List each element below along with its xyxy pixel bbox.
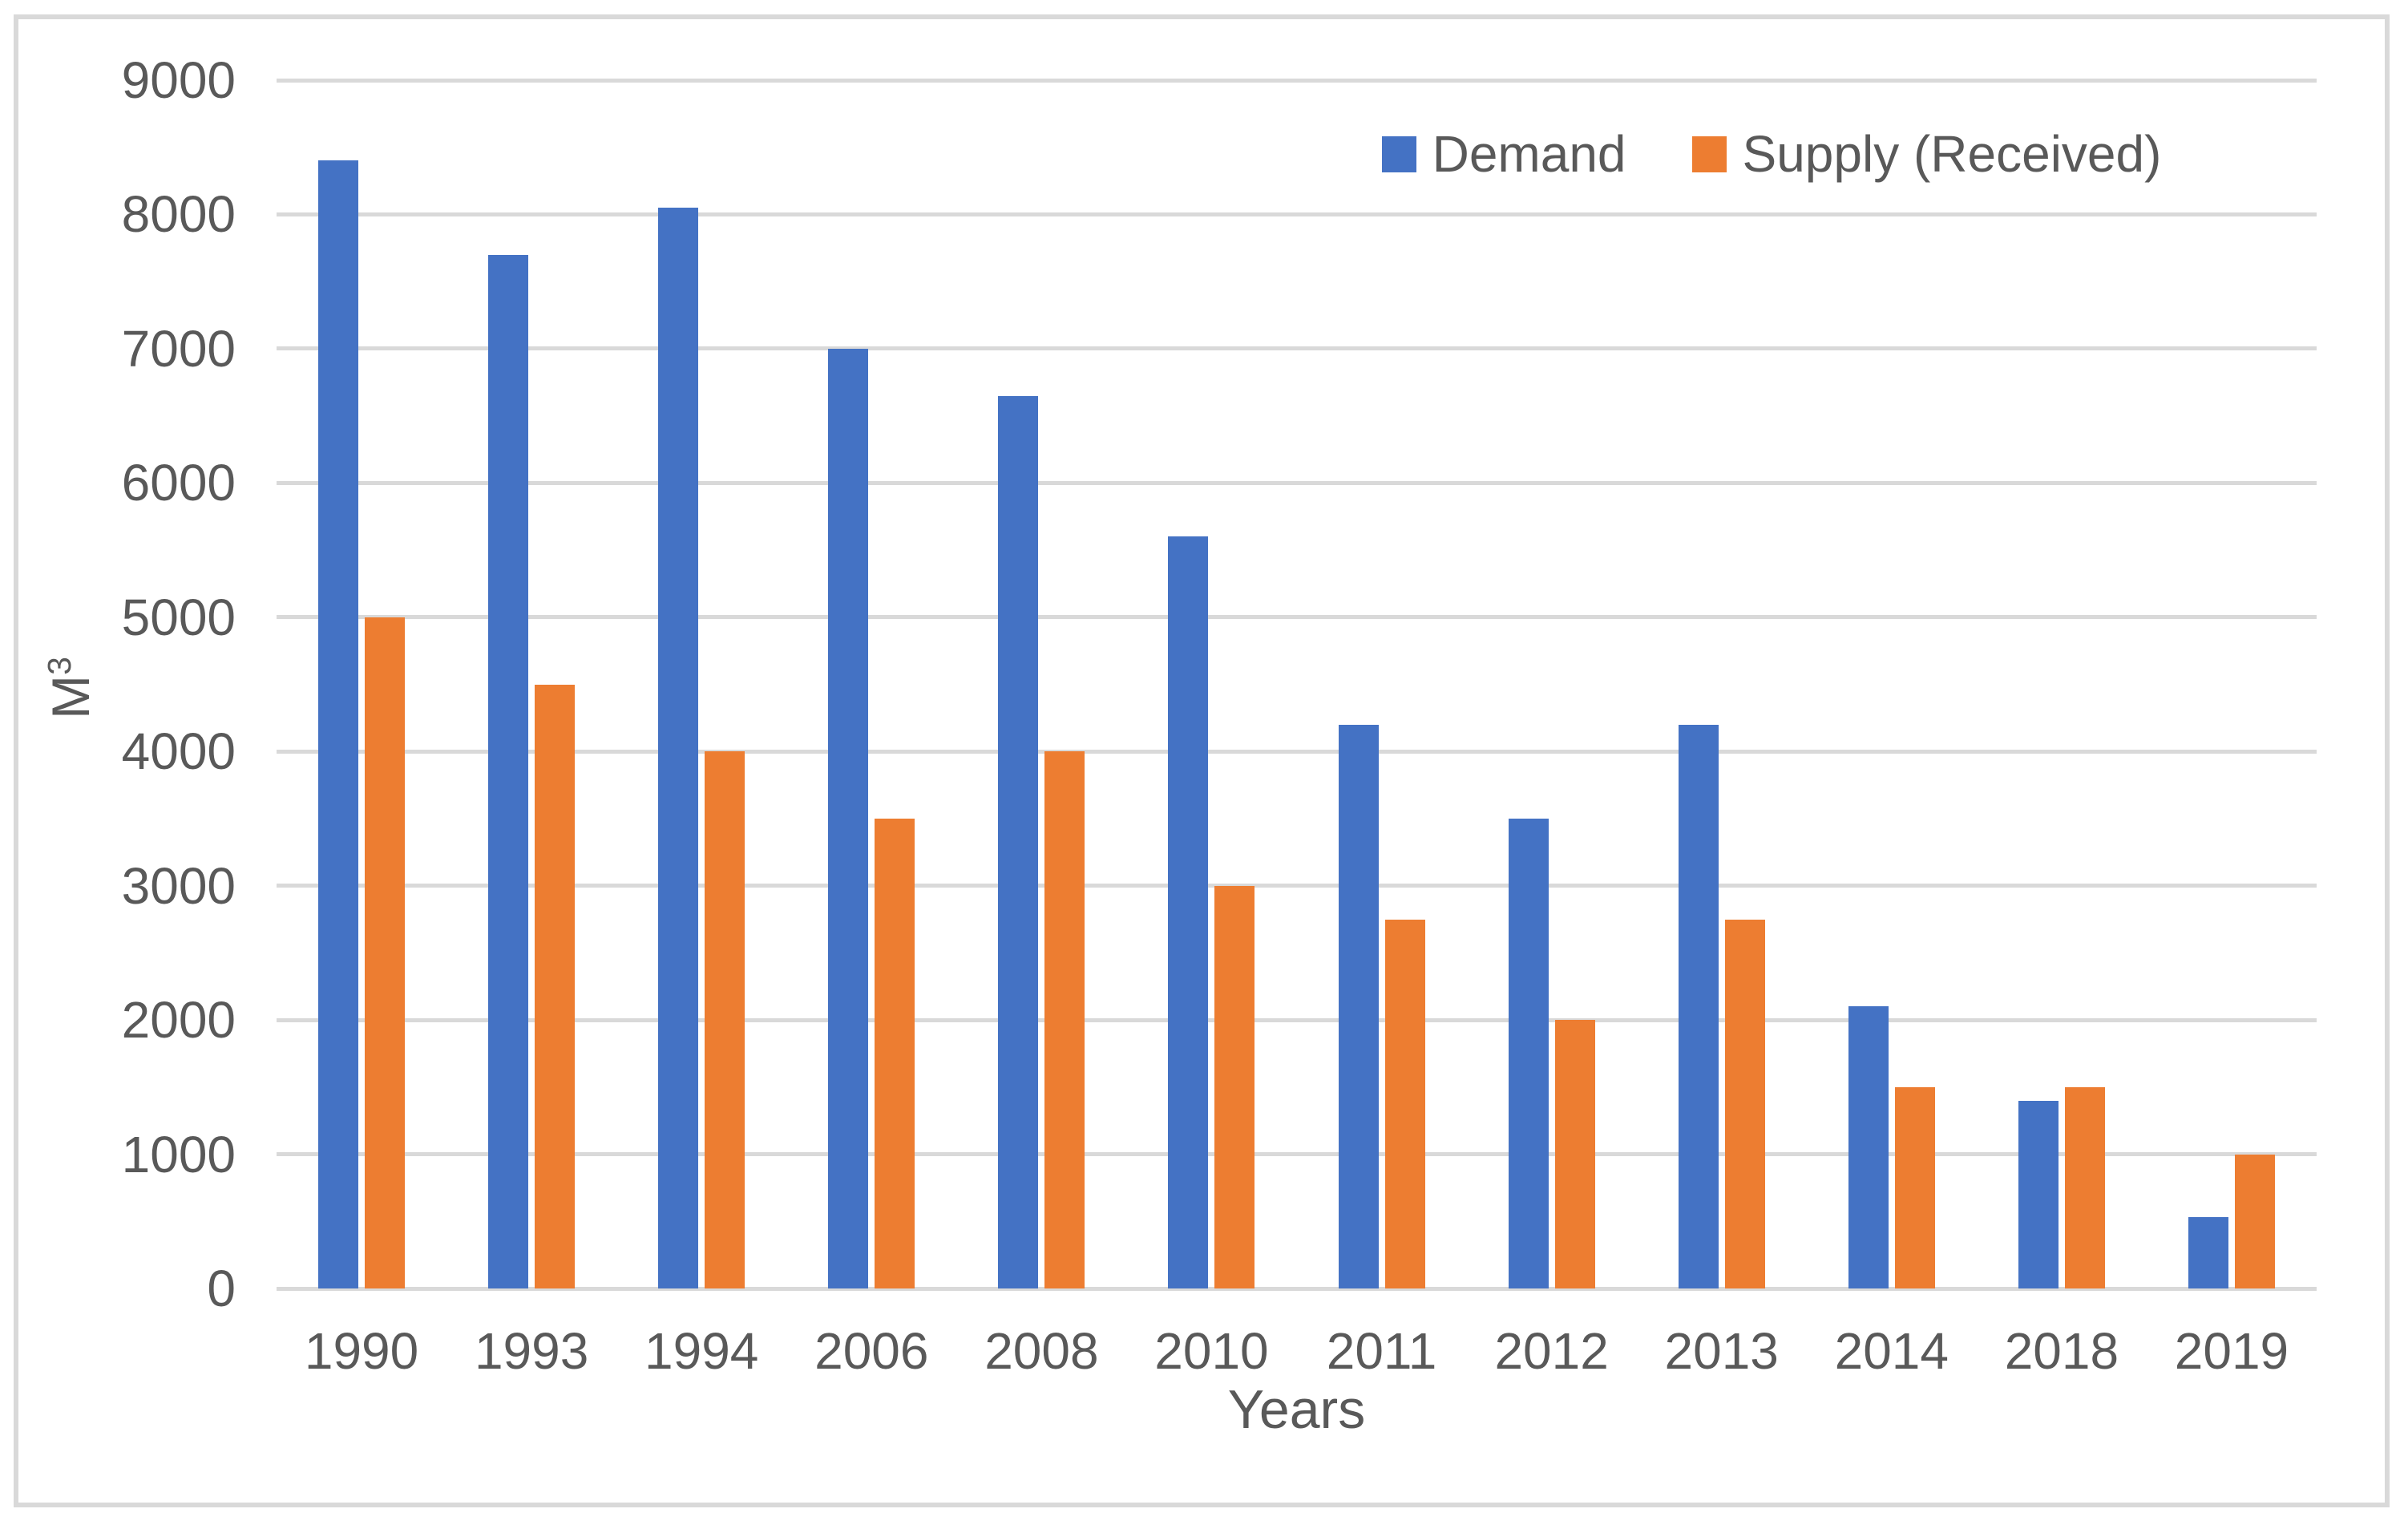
bar-demand-2008 xyxy=(998,395,1039,1288)
bar-demand-2010 xyxy=(1168,536,1209,1288)
x-tick-label-1993: 1993 xyxy=(474,1322,589,1380)
demand-legend-swatch xyxy=(1381,136,1416,172)
y-tick-label-9000: 9000 xyxy=(121,51,236,109)
y-tick-label-7000: 7000 xyxy=(121,319,236,378)
bar-supply-1993 xyxy=(535,684,576,1288)
x-tick-label-2013: 2013 xyxy=(1664,1322,1779,1380)
x-tick-label-2012: 2012 xyxy=(1494,1322,1609,1380)
x-tick-label-2011: 2011 xyxy=(1326,1322,1437,1380)
x-tick-label-2008: 2008 xyxy=(984,1322,1099,1380)
legend: Demand Supply (Received) xyxy=(1363,127,2180,181)
gridline-5000 xyxy=(277,615,2317,620)
supply-legend-label: Supply (Received) xyxy=(1742,125,2162,183)
bar-supply-2010 xyxy=(1214,885,1255,1288)
bar-supply-2013 xyxy=(1724,919,1765,1288)
bar-demand-2018 xyxy=(2018,1100,2059,1288)
bar-supply-2012 xyxy=(1554,1020,1595,1288)
gridline-0 xyxy=(277,1286,2317,1291)
x-tick-label-1990: 1990 xyxy=(304,1322,419,1380)
y-tick-label-1000: 1000 xyxy=(121,1125,236,1183)
y-tick-label-5000: 5000 xyxy=(121,588,236,646)
x-tick-label-2006: 2006 xyxy=(814,1322,929,1380)
y-tick-label-4000: 4000 xyxy=(121,722,236,781)
y-tick-label-6000: 6000 xyxy=(121,454,236,512)
gridline-3000 xyxy=(277,884,2317,888)
bar-demand-2014 xyxy=(1848,1006,1889,1288)
bar-demand-2019 xyxy=(2188,1217,2228,1288)
bar-supply-2018 xyxy=(2064,1086,2105,1288)
y-tick-label-2000: 2000 xyxy=(121,991,236,1050)
gridline-9000 xyxy=(277,78,2317,83)
gridline-2000 xyxy=(277,1017,2317,1022)
gridline-6000 xyxy=(277,480,2317,485)
y-tick-label-3000: 3000 xyxy=(121,856,236,915)
bar-supply-2014 xyxy=(1894,1086,1935,1288)
supply-legend-swatch xyxy=(1691,136,1727,172)
y-axis-title-base: M xyxy=(41,674,100,719)
bar-demand-1994 xyxy=(658,208,699,1288)
bar-demand-1993 xyxy=(488,254,529,1288)
x-tick-label-1994: 1994 xyxy=(644,1322,759,1380)
bar-supply-2006 xyxy=(875,818,915,1288)
plot-area xyxy=(277,78,2317,1291)
bar-supply-2008 xyxy=(1044,751,1085,1288)
y-axis-title-superscript: 3 xyxy=(41,657,78,675)
bar-demand-2011 xyxy=(1338,724,1379,1288)
bar-demand-2012 xyxy=(1508,818,1549,1288)
bar-supply-2011 xyxy=(1384,919,1425,1288)
x-tick-label-2018: 2018 xyxy=(2004,1322,2119,1380)
gridline-1000 xyxy=(277,1152,2317,1157)
bar-demand-2013 xyxy=(1678,724,1719,1288)
x-axis-title: Years xyxy=(1227,1379,1366,1440)
bar-supply-1990 xyxy=(365,617,406,1288)
bar-demand-2006 xyxy=(828,348,869,1288)
x-tick-label-2010: 2010 xyxy=(1154,1322,1269,1380)
gridline-7000 xyxy=(277,346,2317,351)
x-tick-label-2019: 2019 xyxy=(2174,1322,2289,1380)
legend-item-demand: Demand xyxy=(1381,125,1626,183)
y-tick-label-0: 0 xyxy=(207,1260,236,1317)
legend-item-supply: Supply (Received) xyxy=(1691,125,2162,183)
demand-legend-label: Demand xyxy=(1432,125,1626,183)
y-tick-label-8000: 8000 xyxy=(121,185,236,244)
bar-demand-1990 xyxy=(318,160,359,1288)
gridline-4000 xyxy=(277,749,2317,754)
gridline-8000 xyxy=(277,212,2317,216)
x-tick-label-2014: 2014 xyxy=(1834,1322,1949,1380)
bar-supply-2019 xyxy=(2234,1154,2275,1288)
bar-supply-1994 xyxy=(705,751,745,1288)
